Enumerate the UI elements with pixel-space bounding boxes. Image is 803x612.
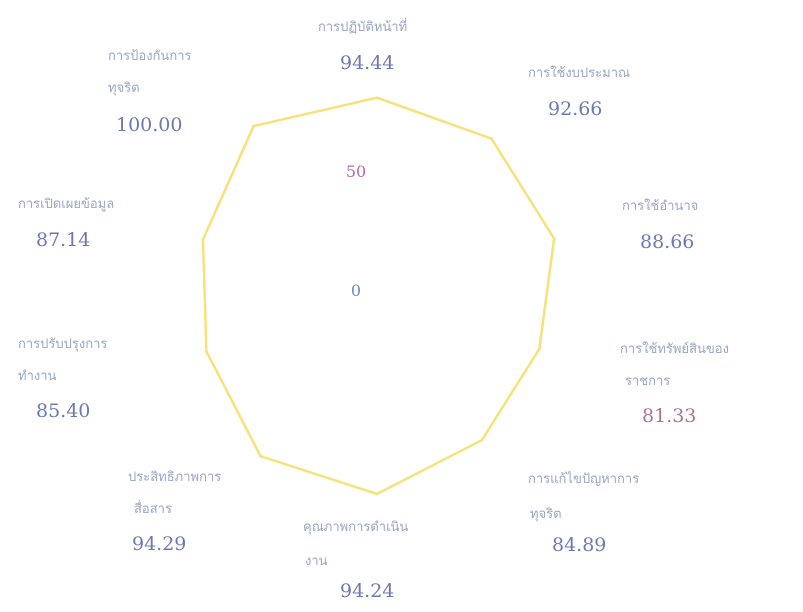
data-label: 87.14 <box>36 229 91 251</box>
series-line <box>201 96 556 496</box>
axis-label: การปรับปรุงการ <box>18 337 108 352</box>
data-label: 94.44 <box>340 52 395 74</box>
radial-tick-0: 0 <box>350 281 362 300</box>
axis-label: สื่อสาร <box>134 502 172 517</box>
axis-label: ทุจริต <box>108 81 140 96</box>
axis-label: การเปิดเผยข้อมูล <box>18 197 115 212</box>
data-point <box>375 96 379 100</box>
axis-label: การปฏิบัติหน้าที่ <box>318 20 408 35</box>
data-label: 100.00 <box>116 114 183 136</box>
axis-label: การใช้อำนาจ <box>622 199 699 214</box>
data-point <box>252 124 256 128</box>
axis-label: การป้องกันการ <box>108 49 192 64</box>
axis-label: การใช้ทรัพย์สินของ <box>620 342 729 357</box>
data-label: 81.33 <box>642 405 697 427</box>
radial-tick-50: 50 <box>345 162 367 181</box>
data-label: 85.40 <box>36 400 91 422</box>
data-label: 92.66 <box>548 98 603 120</box>
data-point <box>537 347 541 351</box>
data-point <box>552 237 556 240</box>
data-point <box>204 349 208 353</box>
axis-label: คุณภาพการดำเนิน <box>303 520 409 535</box>
axis-label: การใช้งบประมาณ <box>528 66 631 81</box>
axis-label: การแก้ไขปัญหาการ <box>528 472 640 487</box>
data-label: 88.66 <box>640 231 695 253</box>
axis-label: ประสิทธิภาพการ <box>128 470 222 485</box>
data-point <box>480 438 484 442</box>
axis-label: ทุจริต <box>530 507 562 522</box>
data-point <box>375 492 379 496</box>
data-point <box>259 454 263 458</box>
axis-label: งาน <box>305 554 328 569</box>
data-label: 84.89 <box>552 534 607 556</box>
axis-label: ราชการ <box>625 374 671 389</box>
data-label: 94.29 <box>132 533 187 555</box>
data-label: 94.24 <box>340 580 395 602</box>
data-point <box>201 238 205 241</box>
data-point <box>489 137 493 141</box>
axis-label: ทำงาน <box>18 369 57 384</box>
